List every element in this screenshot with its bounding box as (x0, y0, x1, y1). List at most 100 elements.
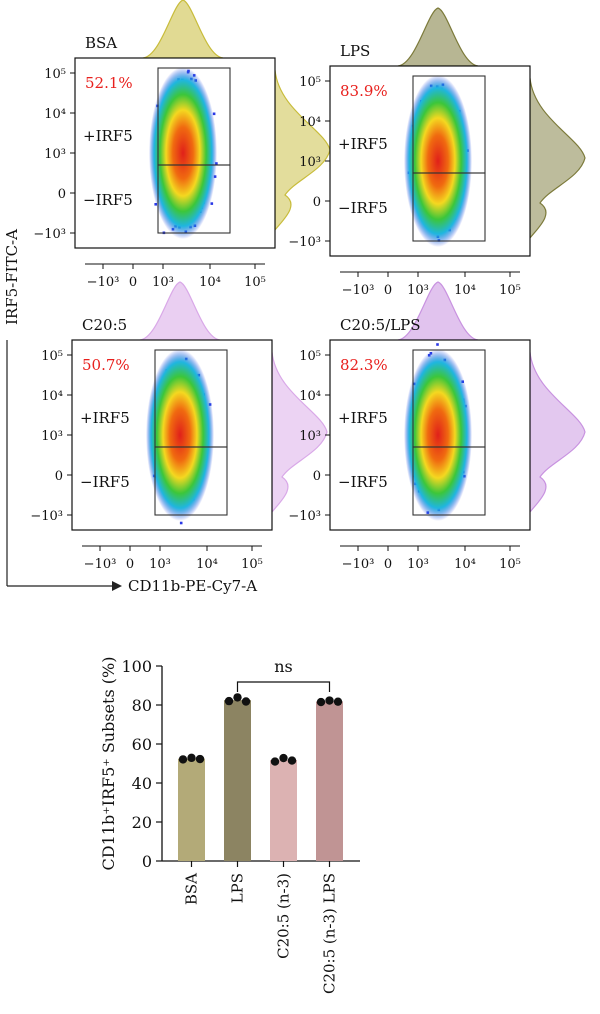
bar-y-tick-label: 0 (142, 852, 152, 871)
flow-x-tick-label: 10⁴ (454, 557, 476, 572)
flow-y-tick-label: −10³ (288, 235, 321, 250)
flow-y-tick-label: 0 (313, 469, 321, 484)
bar-y-tick-label: 20 (132, 813, 152, 832)
bar-y-tick-label: 60 (132, 735, 152, 754)
bar-category-label: LPS (229, 873, 247, 903)
flow-event-dot (436, 343, 439, 346)
bar-data-point (279, 753, 288, 763)
bar-y-tick-label: 80 (132, 696, 152, 715)
bar-y-tick-label: 100 (121, 657, 152, 676)
flow-y-tick-label: 0 (58, 187, 66, 202)
flow-y-tick-label: −10³ (30, 509, 63, 524)
flow-right-histogram (529, 77, 586, 240)
flow-panel-0: BSA 52.1% +IRF5 −IRF5 10⁵ 10⁴ 10³ 0 −10³ −10³ 0 10³… (33, 0, 331, 290)
flow-panel-title: C20:5 (82, 316, 127, 334)
flow-top-histogram (139, 281, 221, 341)
flow-top-histogram (142, 0, 224, 59)
flow-y-tick-label: 10³ (44, 147, 66, 162)
flow-panel-3: C20:5/LPS 82.3% +IRF5 −IRF5 10⁵ 10⁴ 10³ 0 −10³ −1… (288, 281, 586, 572)
flow-x-tick-label: 10⁴ (196, 557, 218, 572)
bar-data-point (270, 757, 280, 766)
flow-gate-upper-label: +IRF5 (338, 409, 388, 427)
flow-x-tick-label: 10³ (407, 557, 429, 572)
bar-data-point (287, 756, 297, 765)
bar-0 (178, 758, 205, 861)
flow-panels: BSA 52.1% +IRF5 −IRF5 10⁵ 10⁴ 10³ 0 −10³ −10³ 0 10³… (30, 0, 586, 572)
flow-density-core (149, 67, 217, 239)
flow-right-histogram (271, 351, 328, 514)
flow-event-dot (210, 202, 214, 205)
flow-y-tick-label: 10⁵ (299, 75, 321, 90)
flow-x-tick-label: −10³ (84, 557, 117, 572)
flow-event-dot (212, 112, 216, 116)
flow-y-tick-label: 10⁵ (41, 349, 63, 364)
flow-x-tick-label: 10³ (407, 283, 429, 298)
flow-x-tick-label: 10³ (149, 557, 171, 572)
flow-gate-percent: 52.1% (85, 74, 133, 92)
flow-y-tick-label: 10⁴ (299, 389, 321, 404)
flow-y-tick-label: 10⁴ (299, 115, 321, 130)
significance-label: ns (274, 657, 293, 676)
flow-gate-lower-label: −IRF5 (338, 473, 388, 491)
flow-gate-lower (154, 446, 228, 516)
flow-gate-percent: 83.9% (340, 82, 388, 100)
flow-x-tick-label: 10⁴ (199, 275, 221, 290)
bar-category-label: BSA (183, 873, 201, 905)
bar-data-point (241, 697, 251, 706)
flow-x-tick-label: 10³ (152, 275, 174, 290)
flow-x-tick-label: 10⁵ (499, 557, 521, 572)
flow-x-tick-label: 10⁵ (244, 275, 266, 290)
flow-right-histogram (529, 351, 586, 514)
flow-gate-upper-label: +IRF5 (80, 409, 130, 427)
flow-y-tick-label: 10³ (299, 429, 321, 444)
flow-y-tick-label: 10⁴ (44, 107, 66, 122)
flow-panel-title: LPS (340, 42, 370, 60)
flow-density-core (404, 75, 472, 247)
bar-data-point (187, 753, 196, 763)
flow-top-histogram (397, 7, 479, 67)
bar-data-point (178, 755, 188, 764)
flow-right-histogram (274, 69, 331, 232)
bar-data-point (316, 697, 326, 707)
bar-category-label: C20:5 (n-3) LPS (321, 873, 339, 994)
bar-y-tick-label: 40 (132, 774, 152, 793)
flow-gate-upper-label: +IRF5 (338, 135, 388, 153)
flow-x-tick-label: 0 (129, 275, 137, 290)
flow-event-dot (179, 521, 183, 525)
flow-top-histogram (397, 281, 479, 341)
flow-y-tick-label: 10³ (41, 429, 63, 444)
flow-x-tick-label: 0 (126, 557, 134, 572)
bar-3 (316, 701, 343, 861)
bar-1 (224, 700, 251, 861)
flow-y-tick-label: 10⁵ (299, 349, 321, 364)
bar-y-axis-label: CD11b⁺IRF5⁺ Subsets (%) (99, 657, 118, 871)
flow-x-axis-arrowhead (112, 581, 122, 591)
flow-y-tick-label: −10³ (33, 227, 66, 242)
flow-x-tick-label: 10⁵ (499, 283, 521, 298)
flow-density-core (404, 349, 472, 521)
flow-y-tick-label: 0 (313, 195, 321, 210)
flow-x-tick-label: 10⁴ (454, 283, 476, 298)
flow-y-tick-label: 10³ (299, 155, 321, 170)
flow-gate-lower-label: −IRF5 (80, 473, 130, 491)
flow-x-tick-label: 10⁵ (241, 557, 263, 572)
flow-panel-1: LPS 83.9% +IRF5 −IRF5 10⁵ 10⁴ 10³ 0 −10³ −10³ 0 10³… (288, 7, 586, 298)
bar-data-point (233, 693, 242, 702)
flow-gate-lower-label: −IRF5 (83, 191, 133, 209)
flow-x-tick-label: 0 (384, 283, 392, 298)
flow-gate-percent: 50.7% (82, 356, 130, 374)
flow-gate-lower (412, 172, 486, 242)
flow-x-tick-label: −10³ (87, 275, 120, 290)
significance-bracket (236, 681, 331, 692)
bar-data-point (325, 696, 334, 705)
flow-gate-lower (412, 446, 486, 516)
flow-x-tick-label: 0 (384, 557, 392, 572)
flow-density-core (146, 349, 214, 521)
flow-x-tick-label: −10³ (342, 283, 375, 298)
bar-category-label: C20:5 (n-3) (275, 873, 293, 959)
flow-gate-lower (157, 164, 231, 234)
flow-x-tick-label: −10³ (342, 557, 375, 572)
